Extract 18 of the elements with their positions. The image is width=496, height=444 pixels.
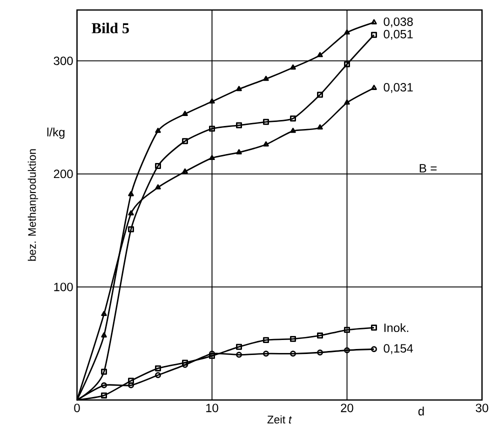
x-tick-label: 0: [74, 404, 80, 412]
series-label: 0,031: [384, 83, 413, 93]
x-axis-title: Zeit t: [267, 415, 292, 424]
series-label: Inok.: [384, 323, 408, 332]
series-label: 0,154: [384, 344, 413, 354]
series-label: 0,038: [384, 17, 413, 28]
y-tick-label: 200: [54, 170, 73, 178]
x-tick-label: 20: [340, 404, 354, 412]
y-axis-title: bez. Methanproduktion: [28, 149, 38, 261]
y-tick-label: 300: [54, 56, 73, 66]
text: Bild 5: [92, 22, 129, 34]
x-tick-label: 30: [476, 404, 488, 412]
y-tick-label: 100: [54, 282, 73, 292]
x-tick-label: 10: [206, 404, 218, 412]
text: l/kg: [47, 128, 64, 139]
text: d: [418, 406, 424, 416]
annotation: B =: [420, 164, 437, 172]
series-label: 0,051: [384, 30, 413, 40]
